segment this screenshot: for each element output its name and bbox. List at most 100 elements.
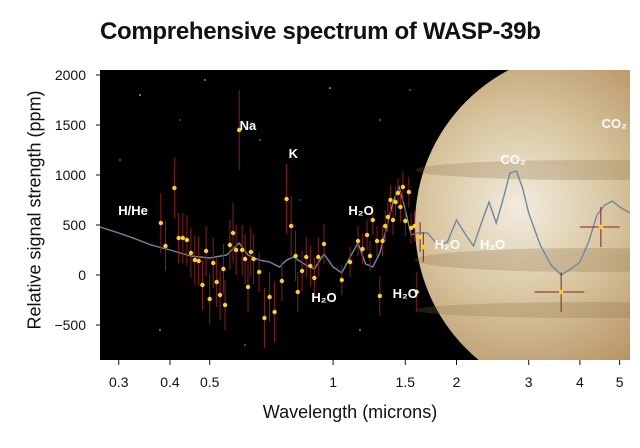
- data-point: [370, 217, 376, 223]
- data-point: [172, 185, 177, 191]
- data-point: [203, 248, 209, 254]
- x-tick-label: 0.3: [109, 374, 129, 390]
- data-point: [256, 269, 262, 275]
- chart-title: Comprehensive spectrum of WASP-39b: [100, 18, 541, 45]
- data-point: [239, 247, 245, 253]
- molecule-label: H₂O: [311, 290, 336, 305]
- data-point: [262, 315, 267, 321]
- molecule-label: H₂O: [435, 237, 460, 252]
- data-point: [214, 279, 219, 285]
- annotations: H/He Na K H₂O H₂O H₂O H₂O H₂O CO₂ CO₂: [118, 116, 627, 305]
- molecule-label: CO₂: [501, 152, 527, 167]
- data-point: [227, 242, 233, 248]
- data-point: [400, 184, 406, 190]
- data-point: [390, 217, 396, 223]
- data-point: [295, 289, 300, 295]
- data-point: [385, 214, 391, 220]
- data-point: [196, 258, 201, 264]
- x-tick-label: 1.5: [396, 374, 416, 390]
- data-point: [312, 275, 317, 281]
- data-point: [236, 127, 242, 133]
- data-point: [395, 190, 401, 196]
- data-point: [200, 282, 205, 288]
- data-point: [360, 246, 365, 252]
- data-point: [279, 278, 285, 284]
- data-point: [267, 294, 272, 300]
- data-point: [211, 260, 216, 266]
- x-tick-label: 1: [329, 374, 337, 390]
- data-point: [299, 268, 305, 274]
- data-point: [245, 284, 251, 290]
- data-point: [406, 189, 412, 195]
- y-tick-label: 2000: [55, 67, 86, 83]
- data-point: [230, 230, 236, 236]
- data-point: [412, 223, 417, 229]
- data-point: [421, 244, 426, 250]
- planet-illustration: [415, 70, 630, 360]
- data-points: [158, 90, 620, 348]
- data-point: [308, 263, 313, 269]
- data-point: [192, 257, 198, 263]
- molecule-label: H₂O: [393, 286, 418, 301]
- data-point: [221, 266, 226, 272]
- data-point: [248, 249, 254, 255]
- data-point: [316, 254, 321, 260]
- data-point: [374, 238, 380, 244]
- x-tick-label: 0.5: [200, 374, 220, 390]
- data-point: [272, 309, 277, 315]
- y-tick-label: −500: [54, 317, 86, 333]
- data-point: [364, 232, 370, 238]
- data-point: [598, 224, 604, 230]
- data-point: [393, 199, 398, 205]
- data-point: [388, 197, 393, 203]
- plot-area: H/He Na K H₂O H₂O H₂O H₂O H₂O CO₂ CO₂: [100, 70, 630, 360]
- data-point: [222, 302, 228, 308]
- data-point: [339, 277, 344, 283]
- x-axis-ticks: 0.3 0.4 0.5 1 1.5 2 3 4 5: [109, 360, 624, 390]
- molecule-label: H₂O: [348, 203, 373, 218]
- model-spectrum-line: [100, 170, 630, 276]
- data-point: [188, 250, 194, 256]
- data-point: [284, 196, 289, 202]
- x-tick-label: 2: [453, 374, 461, 390]
- molecule-label: H/He: [118, 203, 148, 218]
- data-point: [398, 204, 403, 210]
- data-point: [176, 235, 181, 241]
- molecule-label: CO₂: [602, 116, 628, 131]
- data-point: [417, 234, 423, 240]
- data-point: [184, 237, 190, 243]
- data-point: [380, 238, 385, 244]
- data-point: [288, 223, 294, 229]
- data-point: [558, 289, 564, 295]
- planet-bands: [415, 160, 630, 318]
- star-field: [119, 79, 411, 346]
- data-point: [293, 253, 298, 259]
- y-tick-label: 500: [63, 217, 87, 233]
- data-point: [403, 218, 408, 224]
- molecule-label: K: [289, 146, 299, 161]
- data-point: [347, 259, 353, 265]
- x-tick-label: 5: [616, 374, 624, 390]
- data-point: [367, 253, 373, 259]
- data-point: [377, 293, 383, 299]
- data-point: [233, 247, 239, 253]
- molecule-label: Na: [240, 118, 257, 133]
- y-tick-label: 1000: [55, 167, 86, 183]
- x-tick-label: 4: [576, 374, 584, 390]
- x-tick-label: 3: [525, 374, 533, 390]
- data-point: [355, 238, 361, 244]
- data-point: [383, 223, 388, 229]
- data-point: [207, 296, 212, 302]
- data-point: [163, 243, 168, 249]
- data-point: [158, 220, 164, 226]
- y-axis-ticks: −500 0 500 1000 1500 2000: [54, 67, 100, 333]
- x-tick-label: 0.4: [160, 374, 180, 390]
- y-tick-label: 0: [78, 267, 86, 283]
- data-point: [217, 292, 223, 298]
- data-point: [242, 256, 248, 262]
- x-axis-label: Wavelength (microns): [262, 402, 438, 422]
- data-point: [180, 235, 186, 241]
- data-point: [408, 225, 414, 231]
- y-tick-label: 1500: [55, 117, 86, 133]
